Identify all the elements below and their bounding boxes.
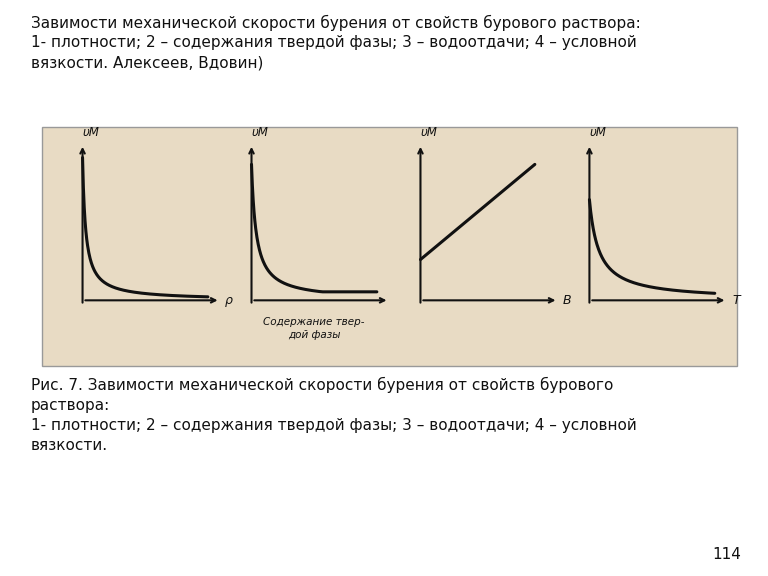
Text: υМ: υМ [82, 126, 99, 139]
Text: Завимости механической скорости бурения от свойств бурового раствора:
1- плотнос: Завимости механической скорости бурения … [31, 14, 641, 70]
Text: 114: 114 [712, 547, 741, 562]
Text: υМ: υМ [251, 126, 268, 139]
Text: ρ: ρ [225, 294, 233, 307]
Bar [42, 127, 737, 366]
Text: Рис. 7. Завимости механической скорости бурения от свойств бурового
раствора:
1-: Рис. 7. Завимости механической скорости … [31, 377, 637, 453]
Text: Т: Т [732, 294, 740, 307]
Text: В: В [563, 294, 571, 307]
Text: υМ: υМ [420, 126, 437, 139]
Text: Содержание твер-
дой фазы: Содержание твер- дой фазы [263, 317, 365, 340]
Text: υМ: υМ [589, 126, 606, 139]
